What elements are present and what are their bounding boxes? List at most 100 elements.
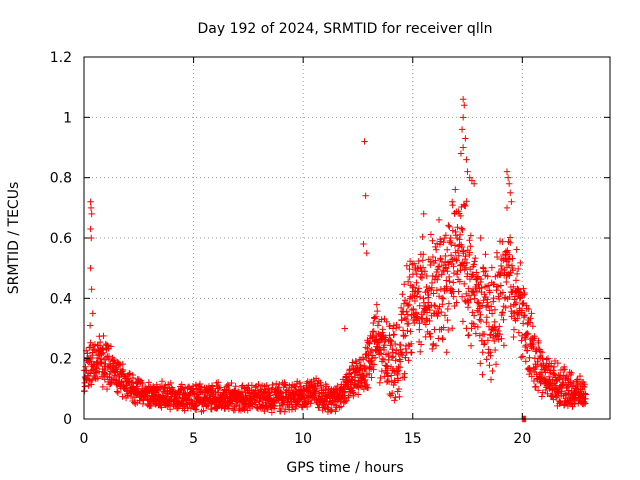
data-point (444, 268, 451, 275)
data-point (530, 343, 537, 351)
data-point (368, 374, 375, 381)
data-point (522, 342, 530, 349)
data-point (462, 135, 469, 142)
data-point (166, 406, 174, 413)
data-point (544, 390, 551, 398)
data-point (413, 270, 420, 278)
y-axis-title: SRMTID / TECUs (6, 182, 22, 295)
data-point (419, 264, 427, 271)
data-point (448, 240, 455, 248)
data-point (390, 331, 397, 339)
data-point (410, 260, 418, 267)
data-point (439, 336, 446, 343)
data-point (416, 326, 423, 333)
data-point (434, 276, 441, 284)
data-point (388, 354, 396, 361)
data-point (436, 263, 443, 270)
data-point (361, 138, 368, 145)
data-point (114, 389, 122, 396)
data-point (463, 156, 470, 163)
data-point (268, 409, 276, 416)
data-point (481, 339, 488, 347)
data-point (312, 388, 320, 396)
data-point (357, 363, 364, 371)
data-point (445, 300, 453, 307)
data-point (379, 326, 386, 333)
data-point (88, 381, 95, 388)
data-point (292, 383, 299, 391)
data-point (364, 384, 372, 392)
data-point (507, 302, 514, 310)
data-point (405, 320, 412, 327)
data-point (119, 360, 126, 368)
data-point (104, 342, 111, 349)
data-point (434, 263, 442, 271)
data-point (269, 384, 276, 392)
data-point (493, 253, 501, 261)
data-point (186, 396, 194, 403)
data-point (426, 317, 433, 325)
y-tick-label: 0.2 (50, 352, 72, 368)
data-point (421, 268, 429, 275)
data-point (354, 391, 362, 398)
data-point (568, 399, 575, 407)
data-point (396, 393, 403, 400)
data-point (477, 311, 484, 318)
data-point (147, 402, 155, 410)
data-point (99, 383, 107, 391)
data-point (425, 299, 432, 306)
data-point (461, 280, 468, 288)
data-point (107, 343, 115, 350)
data-point (581, 381, 588, 388)
data-point (450, 279, 457, 286)
y-tick-label: 0.6 (50, 231, 72, 247)
data-point (582, 391, 589, 398)
data-point (446, 223, 453, 230)
data-point (571, 400, 578, 408)
data-point (400, 300, 408, 307)
data-point (350, 392, 357, 400)
data-point (395, 385, 403, 393)
data-point (113, 388, 121, 395)
data-point (388, 338, 395, 346)
data-point (500, 316, 507, 323)
data-point (486, 289, 494, 296)
data-point (524, 347, 531, 354)
data-point (429, 345, 436, 353)
data-point (429, 237, 436, 244)
data-point (232, 383, 239, 390)
data-point (497, 262, 505, 270)
data-point (509, 255, 516, 262)
data-point (467, 296, 474, 303)
data-point (536, 370, 544, 378)
data-point (491, 306, 499, 313)
data-point (447, 252, 455, 259)
data-point (252, 384, 259, 391)
data-point (103, 385, 111, 393)
data-point (433, 287, 441, 294)
data-point (371, 315, 378, 322)
data-point (465, 299, 472, 307)
data-point (441, 312, 449, 319)
data-point (580, 399, 588, 407)
data-point (499, 289, 507, 296)
data-point (459, 114, 467, 121)
data-point (303, 403, 311, 411)
data-point (561, 366, 568, 373)
data-point (474, 273, 482, 280)
data-point (479, 349, 486, 356)
data-point (119, 366, 127, 374)
data-point (212, 388, 219, 396)
data-point (403, 308, 410, 315)
data-point (531, 333, 538, 340)
data-point (85, 369, 93, 377)
data-point (360, 373, 367, 380)
data-point (417, 348, 424, 355)
data-point (502, 304, 509, 311)
data-point (397, 341, 404, 349)
data-point (208, 406, 215, 413)
data-point (528, 373, 535, 380)
data-point (518, 337, 525, 344)
data-point (513, 270, 521, 278)
data-point (433, 240, 441, 247)
